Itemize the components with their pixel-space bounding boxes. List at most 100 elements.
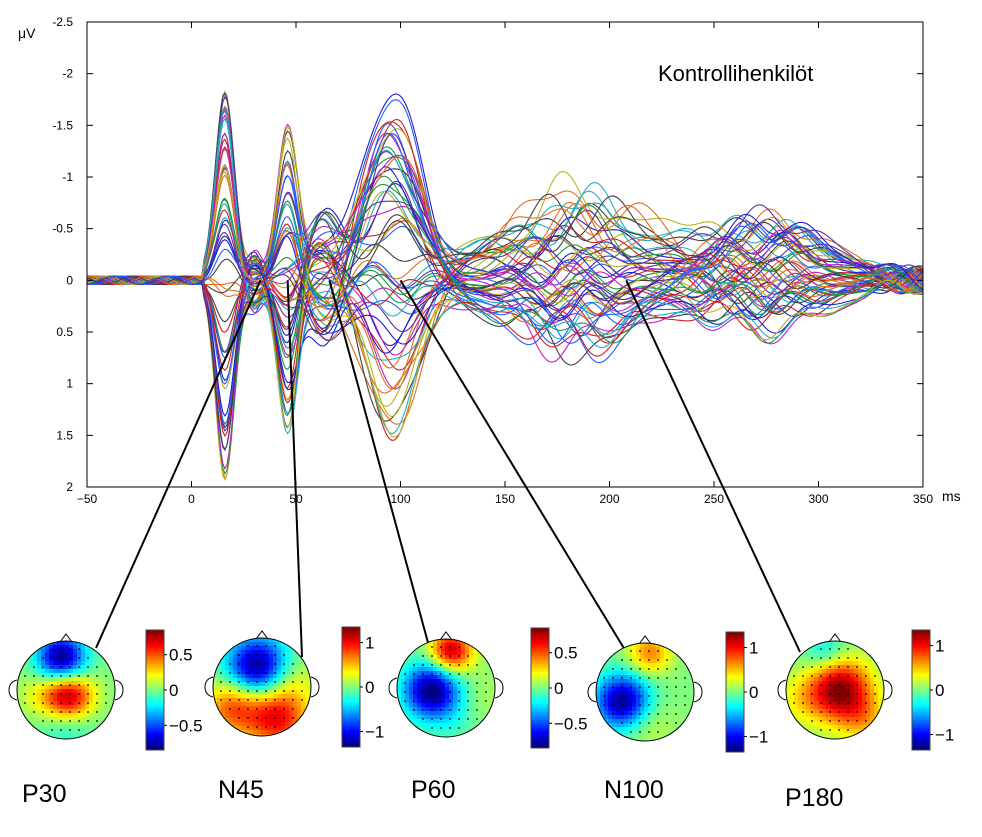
head-outline (396, 638, 496, 738)
erp-trace (86, 132, 924, 344)
x-tick-label: 150 (495, 492, 515, 506)
x-tick-label: 0 (188, 492, 195, 506)
colorbar-tick-label: 0.5 (169, 646, 193, 665)
colorbar-p60: 0.5 0 −0.5 (530, 627, 588, 749)
erp-trace (86, 154, 924, 471)
erp-trace (86, 220, 924, 438)
erp-trace (86, 114, 924, 289)
colorbar-tick-label: 0 (749, 683, 758, 702)
ear-right (883, 679, 893, 701)
y-tick-label: 0.5 (56, 325, 73, 339)
x-axis: −50050100150200250300350 (77, 22, 933, 506)
colorbar-n45: 1 0 −1 (341, 626, 384, 748)
component-label: P60 (411, 776, 455, 804)
nose (638, 635, 652, 645)
topomap-field (397, 639, 495, 737)
y-tick-label: -0.5 (52, 222, 73, 236)
head-outline (595, 642, 695, 742)
nose (59, 633, 73, 643)
leader-line (399, 279, 626, 651)
colorbar-tick-label: −1 (365, 722, 384, 741)
leader-line (625, 279, 801, 653)
erp-traces (86, 90, 924, 481)
ear-right (494, 677, 504, 699)
colorbar-tick-label: 1 (749, 639, 758, 658)
erp-trace (86, 137, 924, 417)
x-unit-label: ms (942, 488, 961, 504)
erp-trace (87, 166, 924, 417)
erp-trace (86, 220, 924, 342)
erp-trace (86, 175, 924, 344)
colorbar-tick-label: 1 (935, 637, 944, 656)
component-label: P180 (785, 784, 843, 812)
leader-lines (95, 279, 801, 658)
component-label: N100 (604, 776, 664, 804)
nose (828, 633, 842, 643)
colorbar-tick-label: 0.5 (554, 644, 578, 663)
topomap-p30: 0.5 0 −0.5 (8, 629, 203, 751)
erp-trace (86, 155, 924, 308)
nose (439, 631, 453, 641)
head-outline (212, 637, 312, 737)
erp-trace (86, 193, 924, 452)
ear-right (114, 679, 124, 701)
erp-trace (87, 126, 924, 481)
colorbar-tick-label: −1 (749, 727, 768, 746)
erp-trace (86, 203, 924, 435)
erp-trace (86, 190, 924, 390)
erp-trace (86, 95, 924, 318)
y-tick-label: -2 (62, 67, 73, 81)
y-unit-label: μV (18, 25, 36, 41)
erp-trace (86, 182, 924, 288)
y-tick-label: -1 (62, 170, 73, 184)
ear-left (8, 679, 18, 701)
ear-left (204, 676, 214, 698)
ear-right (310, 676, 320, 698)
component-label: N45 (218, 776, 264, 804)
y-tick-label: -1.5 (52, 118, 73, 132)
ear-left (777, 679, 787, 701)
component-label: P30 (22, 780, 66, 808)
erp-trace (86, 156, 924, 476)
erp-trace (86, 130, 924, 429)
topomap-p60: 0.5 0 −0.5 (388, 627, 588, 749)
erp-trace (86, 167, 924, 357)
head-outline (785, 640, 885, 740)
ear-left (587, 681, 597, 703)
erp-trace (86, 216, 924, 384)
colorbar-tick-label: 1 (365, 634, 374, 653)
colorbar-p30: 0.5 0 −0.5 (145, 629, 203, 751)
topomap-n45: 1 0 −1 (204, 626, 384, 748)
erp-trace (86, 195, 924, 335)
x-tick-label: 100 (390, 492, 410, 506)
colorbar-n100: 1 0 −1 (725, 631, 768, 753)
erp-trace (86, 219, 924, 366)
leader-line (328, 280, 431, 651)
erp-trace (86, 150, 924, 422)
ear-right (693, 681, 703, 703)
erp-trace (86, 92, 924, 329)
colorbar-p180: 1 0 −1 (911, 629, 954, 751)
topomap-field (213, 638, 311, 736)
nose (255, 630, 269, 640)
x-tick-label: 350 (913, 492, 933, 506)
colorbar-tick-label: 0 (935, 681, 944, 700)
erp-trace (86, 216, 924, 426)
topographic-maps: 0.5 0 −0.5 P30 1 0 −1 N45 0.5 0 −0.5 P60 1 0 −1 N100 1 0 −… (8, 626, 954, 812)
topomap-field (786, 641, 884, 739)
x-tick-label: −50 (77, 492, 98, 506)
topomap-field (17, 641, 115, 739)
colorbar-tick-label: −0.5 (554, 714, 588, 733)
y-tick-label: 2 (66, 480, 73, 494)
erp-trace (86, 190, 924, 390)
colorbar-tick-label: 0 (365, 678, 374, 697)
topomap-field (596, 643, 694, 741)
y-axis: -2.5 -2 -1.5 -1 -0.5 0 0.5 1 1.5 2 (52, 15, 923, 494)
colorbar-tick-label: −0.5 (169, 716, 203, 735)
colorbar-tick-label: 0 (169, 681, 178, 700)
topomap-p180: 1 0 −1 (777, 629, 954, 751)
leader-line (286, 280, 303, 658)
colorbar-tick-label: −1 (935, 725, 954, 744)
head-outline (16, 640, 116, 740)
